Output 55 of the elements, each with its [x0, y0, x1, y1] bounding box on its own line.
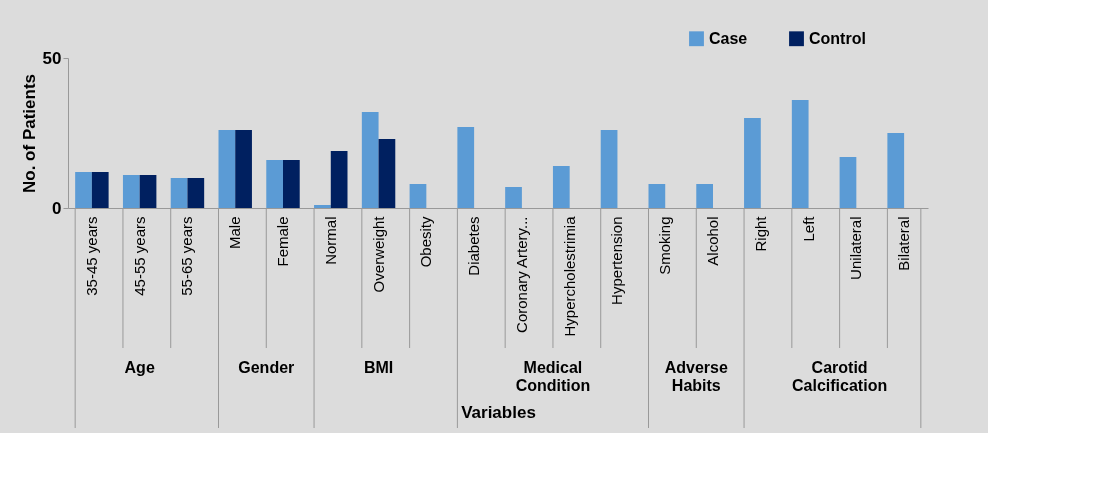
x-tick-label: Overweight [369, 215, 387, 293]
bar [170, 178, 188, 208]
bar [378, 139, 396, 208]
bar [187, 178, 205, 208]
bar [600, 130, 618, 208]
x-tick-label: Smoking [656, 216, 674, 275]
x-tick-label: 55-65 years [178, 216, 196, 296]
x-tick-label: Hypertension [608, 216, 626, 305]
text: Carotid Calcification [792, 359, 888, 394]
text: Medical Condition [515, 359, 591, 394]
x-tick-label: Alcohol [704, 216, 721, 266]
bar [887, 133, 905, 208]
bar [361, 112, 379, 208]
bar [75, 172, 92, 208]
x-tick-label: Male [226, 216, 244, 250]
x-tick-label: Coronary Artery... [512, 216, 530, 333]
text: Adverse Habits [664, 359, 728, 394]
legend-label: Case [709, 29, 748, 47]
bar [648, 184, 666, 208]
bar [409, 184, 427, 208]
bar [235, 130, 252, 208]
text: BMI [363, 359, 394, 376]
x-tick-label: 45-55 years [130, 216, 148, 296]
bar [552, 166, 570, 208]
bar [839, 157, 857, 208]
bar [696, 184, 713, 208]
x-tick-label: Bilateral [895, 216, 913, 271]
y-tick-label: 0 [52, 198, 62, 218]
x-tick-label: Hypercholestrimia [560, 215, 578, 337]
bar [744, 118, 761, 208]
bar [91, 172, 109, 208]
x-axis-title: Variables [461, 402, 536, 422]
x-tick-label: 35-45 years [82, 216, 100, 296]
bar [266, 160, 283, 208]
x-tick-label: Diabetes [465, 216, 483, 276]
bar [139, 175, 157, 208]
bar [505, 187, 522, 208]
x-tick-label: Normal [321, 216, 339, 265]
text: Age [124, 359, 155, 376]
bar [314, 205, 331, 208]
x-tick-label: Left [799, 215, 817, 242]
text: Gender [238, 359, 295, 376]
bar [330, 151, 348, 208]
bar [122, 175, 140, 208]
bar [457, 127, 475, 208]
x-tick-label: Right [751, 215, 769, 252]
bar [218, 130, 236, 208]
x-tick-label: Unilateral [847, 216, 865, 280]
bar [791, 100, 809, 208]
y-tick-label: 50 [42, 48, 62, 68]
x-tick-label: Obesity [417, 216, 435, 268]
y-axis-title: No. of Patients [19, 73, 39, 194]
x-tick-label: Female [274, 216, 291, 267]
legend-label: Control [809, 29, 866, 47]
bar [283, 160, 300, 208]
